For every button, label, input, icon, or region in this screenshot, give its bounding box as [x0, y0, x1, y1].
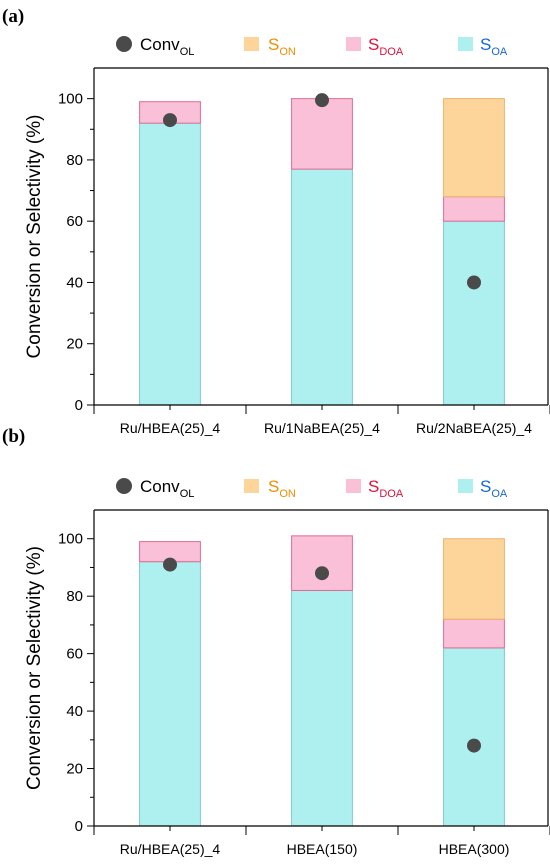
legend-item-conv-ol: ConvOL [116, 35, 194, 58]
legend-label-sub: OL [180, 488, 195, 500]
legend-item-s-on: SON [244, 35, 296, 58]
legend-label: ConvOL [140, 35, 194, 58]
legend-label-sub: OL [180, 46, 195, 58]
y-tick-label: 40 [66, 703, 83, 720]
legend-swatch [458, 37, 473, 51]
legend-label-sub: OA [491, 46, 508, 58]
legend-marker-conv [116, 36, 132, 52]
legend-label: SDOA [368, 477, 404, 500]
legend-item-s-on: SON [244, 477, 296, 500]
legend-swatch [346, 37, 361, 51]
panel-label: (a) [2, 6, 24, 27]
y-tick-label: 100 [58, 91, 83, 108]
legend-label-sub: ON [279, 488, 296, 500]
bar-s-doa-2 [291, 98, 353, 170]
bar-s-doa-2 [291, 535, 353, 591]
x-tick-label: Ru/2NaBEA(25)_4 [416, 420, 532, 436]
bar-s-oa-2 [291, 589, 353, 827]
legend-swatch [458, 479, 473, 493]
y-tick-label: 60 [66, 213, 83, 230]
x-tick-label: Ru/HBEA(25)_4 [120, 841, 221, 857]
y-tick-label: 100 [58, 531, 83, 548]
y-tick-label: 20 [66, 336, 83, 353]
legend-swatch [244, 37, 259, 51]
legend-swatch [244, 479, 259, 493]
y-tick-label: 80 [66, 588, 83, 605]
legend-item-s-doa: SDOA [346, 477, 404, 500]
conversion-point-1 [163, 113, 177, 128]
legend-label: SOA [480, 35, 508, 58]
legend-marker-conv [116, 478, 132, 494]
legend-label: SOA [480, 477, 508, 500]
legend-label-main: S [480, 477, 491, 496]
x-tick-label: HBEA(150) [287, 841, 358, 857]
x-tick-label: Ru/1NaBEA(25)_4 [264, 420, 380, 436]
y-tick-label: 60 [66, 646, 83, 663]
legend-label: SDOA [368, 35, 404, 58]
legend-label-main: S [368, 35, 379, 54]
legend-label-main: S [268, 35, 279, 54]
legend-item-s-oa: SOA [458, 35, 508, 58]
conversion-point-3 [467, 738, 481, 753]
conversion-point-1 [163, 557, 177, 572]
bar-s-doa-3 [443, 196, 505, 222]
legend-label-sub: DOA [379, 488, 404, 500]
legend-item-conv-ol: ConvOL [116, 477, 194, 500]
y-tick-label: 0 [75, 397, 83, 414]
y-tick-label: 80 [66, 152, 83, 169]
bar-s-oa-3 [443, 220, 505, 406]
bar-s-oa-1 [139, 561, 201, 827]
conversion-point-3 [467, 275, 481, 290]
legend-swatch [346, 479, 361, 493]
legend-label-main: Conv [140, 35, 180, 54]
y-axis-label: Conversion or Selectivity (%) [24, 546, 45, 790]
legend-label: ConvOL [140, 477, 194, 500]
legend-label-sub: DOA [379, 46, 404, 58]
bar-s-oa-2 [291, 168, 353, 406]
bar-s-on-3 [443, 538, 505, 620]
legend-label-main: S [368, 477, 379, 496]
legend-label: SON [268, 35, 296, 58]
legend-label-main: Conv [140, 477, 180, 496]
bar-s-oa-1 [139, 122, 201, 406]
bar-s-doa-3 [443, 618, 505, 649]
legend-label-main: S [268, 477, 279, 496]
y-tick-label: 40 [66, 274, 83, 291]
y-axis-label: Conversion or Selectivity (%) [24, 115, 45, 359]
bar-s-on-3 [443, 98, 505, 198]
legend-label-main: S [480, 35, 491, 54]
legend-label: SON [268, 477, 296, 500]
conversion-point-2 [315, 566, 329, 581]
conversion-point-2 [315, 93, 329, 108]
x-tick-label: HBEA(300) [439, 841, 510, 857]
legend-label-sub: OA [491, 488, 508, 500]
legend-label-sub: ON [279, 46, 296, 58]
legend-item-s-doa: SDOA [346, 35, 404, 58]
legend-item-s-oa: SOA [458, 477, 508, 500]
x-tick-label: Ru/HBEA(25)_4 [120, 420, 221, 436]
bar-s-oa-3 [443, 647, 505, 827]
y-tick-label: 20 [66, 761, 83, 778]
y-tick-label: 0 [75, 818, 83, 835]
panel-label: (b) [2, 426, 25, 447]
